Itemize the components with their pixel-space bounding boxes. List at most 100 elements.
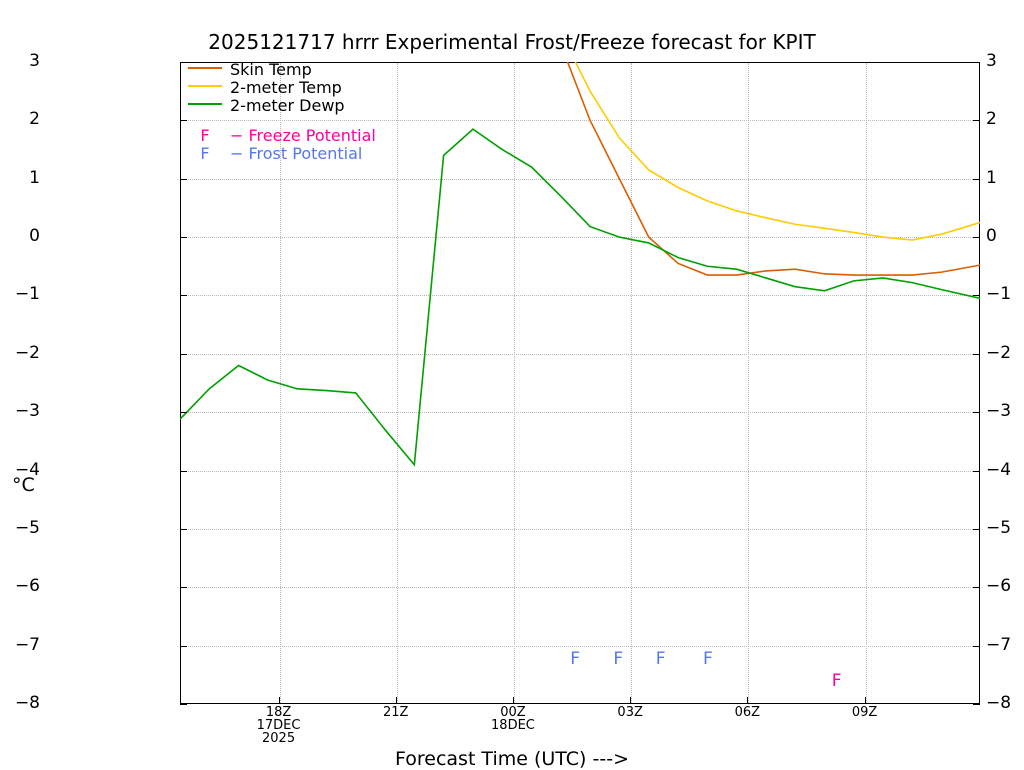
- y-tick-mark-right: [973, 645, 980, 647]
- y-tick-label-right: −5: [986, 517, 1012, 538]
- y-tick-label-left: −2: [14, 342, 40, 363]
- y-tick-mark-left: [180, 62, 187, 63]
- y-tick-mark-right: [973, 178, 980, 180]
- chart-title: 2025121717 hrrr Experimental Frost/Freez…: [208, 30, 816, 54]
- y-tick-mark-left: [180, 178, 187, 180]
- y-tick-label-left: −1: [14, 284, 40, 305]
- legend-f-glyph: F: [200, 143, 210, 163]
- grid-line-vertical: [631, 63, 633, 703]
- x-tick-mark: [630, 697, 632, 704]
- legend-spacer: [188, 114, 376, 126]
- series-layer: [180, 62, 980, 467]
- series-line-2-meter-temp: [574, 62, 980, 241]
- y-tick-label-left: 1: [29, 167, 40, 188]
- grid-line-vertical: [513, 63, 516, 703]
- y-tick-mark-left: [180, 412, 187, 414]
- y-tick-mark-right: [973, 237, 980, 239]
- y-tick-mark-left: [180, 120, 187, 122]
- y-tick-label-right: 2: [986, 109, 997, 130]
- series-line-2-meter-dewp: [180, 128, 980, 467]
- grid-line-horizontal: [181, 237, 979, 239]
- y-tick-label-right: 3: [986, 51, 997, 71]
- x-tick-line: 09Z: [851, 705, 878, 720]
- y-tick-mark-left: [180, 645, 187, 647]
- x-tick-line: 17DEC: [256, 718, 301, 733]
- y-tick-mark-right: [973, 704, 980, 705]
- grid-line-horizontal: [181, 120, 979, 122]
- grid-line-horizontal: [181, 295, 979, 297]
- y-tick-mark-left: [180, 587, 187, 589]
- x-tick-line: 2025: [262, 731, 296, 746]
- x-tick-mark: [395, 697, 397, 704]
- x-tick-label: 21Z: [356, 706, 436, 719]
- y-tick-label-right: −2: [986, 342, 1012, 363]
- grid-line-horizontal: [181, 587, 979, 589]
- legend-item: 2-meter Dewp: [188, 96, 376, 114]
- x-tick-label: 06Z: [707, 706, 787, 719]
- y-tick-label-right: 0: [986, 226, 997, 247]
- x-tick-line: 18DEC: [491, 718, 535, 733]
- grid-line-horizontal: [181, 470, 979, 473]
- x-tick-line: 18Z: [265, 705, 292, 720]
- y-tick-label-left: −4: [14, 459, 40, 480]
- y-tick-label-left: 0: [29, 226, 40, 247]
- legend: Skin Temp 2-meter Temp 2-meter Dewp F − Free…: [188, 60, 376, 162]
- grid-line-vertical: [396, 63, 399, 703]
- y-tick-mark-right: [973, 353, 980, 355]
- grid-line-horizontal: [181, 528, 979, 531]
- frost-potential-marker: F: [703, 649, 713, 670]
- y-tick-mark-left: [180, 237, 187, 239]
- grid-line-horizontal: [181, 353, 979, 356]
- legend-color-swatch: [188, 103, 222, 105]
- y-tick-label-right: −8: [986, 693, 1012, 713]
- legend-f-glyph: F: [200, 125, 210, 145]
- y-tick-mark-left: [180, 528, 187, 530]
- x-tick-mark: [747, 697, 749, 704]
- frost-potential-marker: F: [655, 649, 666, 670]
- legend-marker-item: F − Frost Potential: [188, 144, 376, 162]
- legend-item-label: Skin Temp: [230, 59, 312, 79]
- legend-item: Skin Temp: [188, 60, 376, 78]
- x-tick-label: 03Z: [590, 706, 670, 719]
- freeze-potential-marker: F: [831, 670, 842, 691]
- legend-color-swatch: [188, 85, 222, 87]
- y-tick-mark-right: [973, 62, 980, 63]
- x-tick-line: 03Z: [617, 705, 643, 720]
- y-tick-label-left: 3: [29, 51, 40, 71]
- grid-line-horizontal: [181, 412, 979, 414]
- x-tick-line: 00Z: [500, 705, 526, 720]
- y-tick-label-left: −6: [14, 576, 40, 597]
- y-tick-mark-right: [973, 120, 980, 122]
- y-tick-label-left: −5: [14, 517, 40, 538]
- legend-item-label: 2-meter Dewp: [230, 95, 345, 115]
- grid-line-horizontal: [181, 645, 979, 648]
- y-tick-mark-left: [180, 295, 187, 297]
- x-tick-line: 06Z: [734, 705, 761, 720]
- legend-item-label: 2-meter Temp: [230, 77, 342, 97]
- x-tick-mark: [864, 697, 866, 704]
- y-tick-mark-right: [973, 295, 980, 297]
- y-tick-mark-right: [973, 412, 980, 414]
- y-tick-label-right: −6: [986, 576, 1012, 597]
- legend-marker-label: − Freeze Potential: [230, 125, 376, 145]
- y-tick-label-left: −8: [14, 693, 40, 713]
- series-line-skin-temp: [566, 62, 980, 276]
- legend-color-swatch: [188, 67, 222, 69]
- y-tick-label-left: −3: [14, 401, 40, 422]
- y-tick-mark-right: [973, 587, 980, 589]
- legend-marker-item: F − Freeze Potential: [188, 125, 376, 145]
- y-tick-label-right: −1: [986, 284, 1012, 305]
- legend-item: 2-meter Temp: [188, 78, 376, 96]
- y-tick-mark-left: [180, 470, 187, 472]
- x-tick-label: 18Z 17DEC 2025: [239, 706, 319, 745]
- x-tick-mark: [278, 697, 280, 704]
- y-tick-label-right: −7: [986, 634, 1012, 655]
- y-tick-mark-left: [180, 353, 187, 355]
- y-axis-label: °C: [12, 474, 35, 496]
- x-tick-label: 09Z: [825, 706, 905, 719]
- x-tick-line: 21Z: [383, 705, 409, 720]
- y-tick-mark-right: [973, 528, 980, 530]
- frost-potential-marker: F: [613, 649, 624, 670]
- grid-line-horizontal: [181, 178, 979, 181]
